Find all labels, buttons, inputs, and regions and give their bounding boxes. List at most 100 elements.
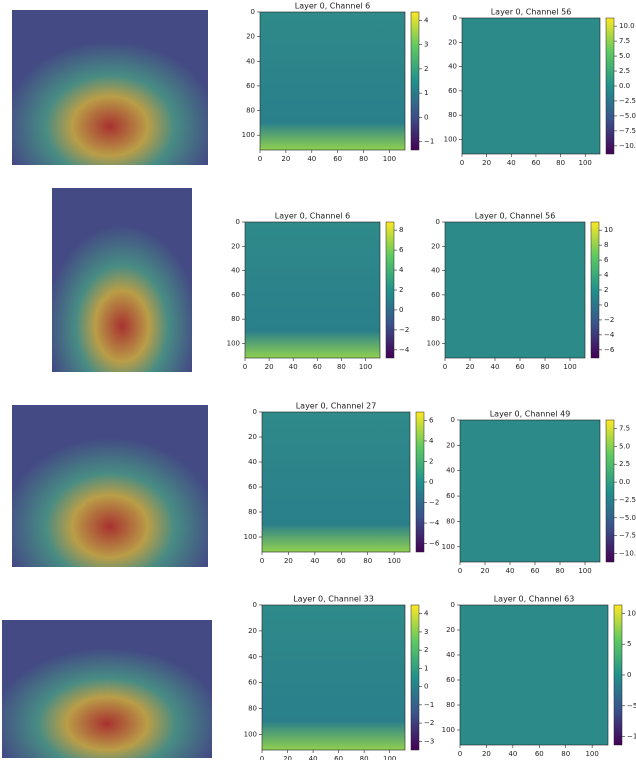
y-tick-label: 80 [246, 107, 255, 115]
x-tick-label: 100 [579, 159, 592, 167]
y-tick-label: 60 [248, 483, 257, 491]
colorbar-tick-label: −10.0 [619, 142, 636, 150]
x-tick-label: 80 [360, 755, 369, 760]
colorbar-tick-label: −2 [604, 316, 614, 324]
colorbar-tick-label: 2 [424, 646, 428, 654]
colorbar-tick-label: −6 [604, 346, 615, 354]
y-tick-label: 100 [442, 726, 455, 734]
y-tick-label: 20 [248, 433, 257, 441]
x-tick-label: 40 [507, 159, 516, 167]
x-tick-label: 60 [334, 755, 343, 760]
feature-map [259, 11, 406, 151]
colorbar-tick-label: −7.5 [619, 532, 636, 540]
y-tick-label: 20 [431, 242, 440, 250]
colorbar-tick-label: 0 [604, 301, 608, 309]
x-tick-label: 100 [383, 755, 396, 760]
colorbar-tick-label: 3 [424, 41, 428, 49]
y-tick-label: 80 [446, 517, 455, 525]
y-tick-label: 80 [448, 111, 457, 119]
colorbar-tick-label: 2 [399, 286, 403, 294]
feature-map [459, 419, 601, 563]
colorbar-tick-label: −5.0 [619, 514, 636, 522]
panel-title: Layer 0, Channel 49 [490, 410, 571, 419]
y-tick-label: 100 [427, 339, 440, 347]
y-tick-label: 40 [446, 467, 455, 475]
colorbar-tick-label: 0.0 [619, 82, 630, 90]
colorbar [410, 604, 420, 751]
x-tick-label: 100 [585, 750, 598, 758]
colorbar [385, 221, 395, 359]
y-tick-label: 0 [451, 601, 455, 609]
x-tick-label: 20 [283, 755, 292, 760]
y-tick-label: 40 [431, 267, 440, 275]
colorbar [613, 604, 623, 746]
y-tick-label: 20 [446, 441, 455, 449]
colorbar-tick-label: 4 [399, 266, 404, 274]
colorbar-tick-label: −2.5 [619, 496, 636, 504]
x-tick-label: 80 [337, 363, 346, 371]
colorbar-tick-label: −1 [424, 138, 434, 146]
photo-overlay [12, 10, 208, 165]
colorbar-tick-label: 2.5 [619, 67, 630, 75]
y-tick-label: 40 [248, 653, 257, 661]
y-tick-label: 60 [248, 679, 257, 687]
x-tick-label: 80 [359, 155, 368, 163]
x-tick-label: 20 [466, 363, 475, 371]
y-tick-label: 60 [446, 492, 455, 500]
colorbar-tick-label: 2 [424, 65, 428, 73]
colorbar-tick-label: −5 [627, 702, 636, 710]
photo [12, 10, 208, 165]
x-tick-label: 20 [481, 567, 490, 575]
colorbar-tick-label: −3 [424, 737, 434, 745]
y-tick-label: 40 [446, 651, 455, 659]
colorbar-tick-label: 0.0 [619, 478, 630, 486]
feature-map [261, 411, 411, 553]
colorbar-tick-label: 8 [399, 226, 403, 234]
x-tick-label: 20 [482, 750, 491, 758]
y-tick-label: 0 [251, 8, 255, 16]
feature-map [444, 221, 586, 359]
x-tick-label: 0 [458, 750, 462, 758]
colorbar-tick-label: −1 [424, 701, 434, 709]
panel-title: Layer 0, Channel 27 [296, 402, 377, 411]
y-tick-label: 20 [446, 626, 455, 634]
x-tick-label: 100 [563, 363, 576, 371]
colorbar-tick-label: 4 [424, 610, 429, 618]
photo [52, 188, 192, 372]
y-tick-label: 0 [451, 416, 455, 424]
x-tick-label: 20 [281, 155, 290, 163]
y-tick-label: 60 [246, 82, 255, 90]
x-tick-label: 80 [363, 557, 372, 565]
colorbar-tick-label: −2 [429, 499, 439, 507]
y-tick-label: 100 [244, 533, 257, 541]
y-tick-label: 80 [248, 705, 257, 713]
colorbar [590, 221, 600, 359]
colorbar-tick-label: −4 [399, 346, 410, 354]
x-tick-label: 80 [541, 363, 550, 371]
x-tick-label: 60 [535, 750, 544, 758]
colorbar-tick-label: 5.0 [619, 52, 630, 60]
x-tick-label: 20 [482, 159, 491, 167]
x-tick-label: 60 [531, 159, 540, 167]
colorbar [605, 419, 615, 563]
x-tick-label: 80 [556, 159, 565, 167]
y-tick-label: 60 [448, 87, 457, 95]
y-tick-label: 80 [431, 315, 440, 323]
colorbar-tick-label: 5 [627, 640, 631, 648]
y-tick-label: 20 [448, 38, 457, 46]
colorbar [410, 11, 420, 151]
x-tick-label: 100 [387, 557, 400, 565]
x-tick-label: 40 [289, 363, 298, 371]
panel-title: Layer 0, Channel 33 [293, 595, 374, 604]
photo [2, 620, 212, 758]
y-tick-label: 60 [446, 676, 455, 684]
colorbar-tick-label: −10.0 [619, 549, 636, 557]
x-tick-label: 0 [443, 363, 447, 371]
colorbar-tick-label: 0 [429, 478, 433, 486]
colorbar-tick-label: 0 [399, 306, 403, 314]
y-tick-label: 0 [236, 218, 240, 226]
x-tick-label: 40 [310, 557, 319, 565]
colorbar-tick-label: 4 [424, 16, 429, 24]
colorbar-tick-label: 0 [424, 683, 428, 691]
colorbar [415, 411, 425, 553]
